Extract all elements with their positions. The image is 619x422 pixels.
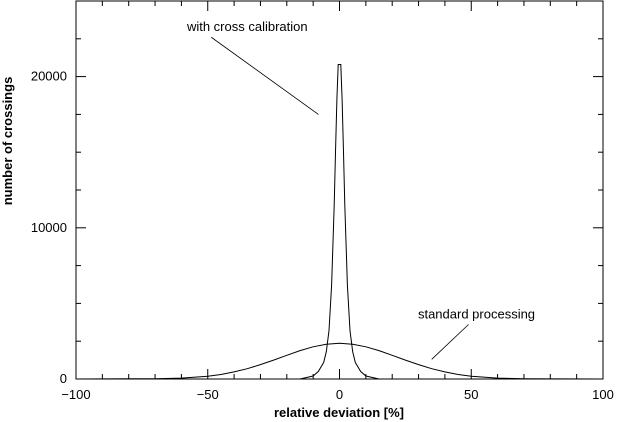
- x-tick-label: 50: [464, 387, 478, 402]
- annotation-label: with cross calibration: [186, 19, 308, 34]
- series-line-0: [299, 64, 380, 380]
- annotations: with cross calibration standard processin…: [186, 19, 535, 360]
- y-tick-label: 20000: [31, 69, 67, 84]
- y-tick-label: 10000: [31, 220, 67, 235]
- x-tick-label: −100: [61, 387, 90, 402]
- x-axis-label: relative deviation [%]: [274, 405, 404, 420]
- x-tick-label: 100: [592, 387, 614, 402]
- y-axis-label: number of crossings: [0, 77, 15, 206]
- x-tick-label: 0: [336, 387, 343, 402]
- x-tick-label: −50: [197, 387, 219, 402]
- axis-ticks: [75, 0, 604, 380]
- plot-frame: [75, 0, 604, 380]
- y-tick-label: 0: [60, 371, 67, 386]
- annotation-pointer: [431, 324, 469, 360]
- annotation-label: standard processing: [418, 307, 535, 322]
- series-line-1: [75, 342, 604, 380]
- data-curves: [75, 64, 604, 380]
- y-tick-labels: 0 10000 20000: [31, 69, 67, 386]
- annotation-pointer: [211, 36, 319, 115]
- x-tick-labels: −100 −50 0 50 100: [61, 387, 614, 402]
